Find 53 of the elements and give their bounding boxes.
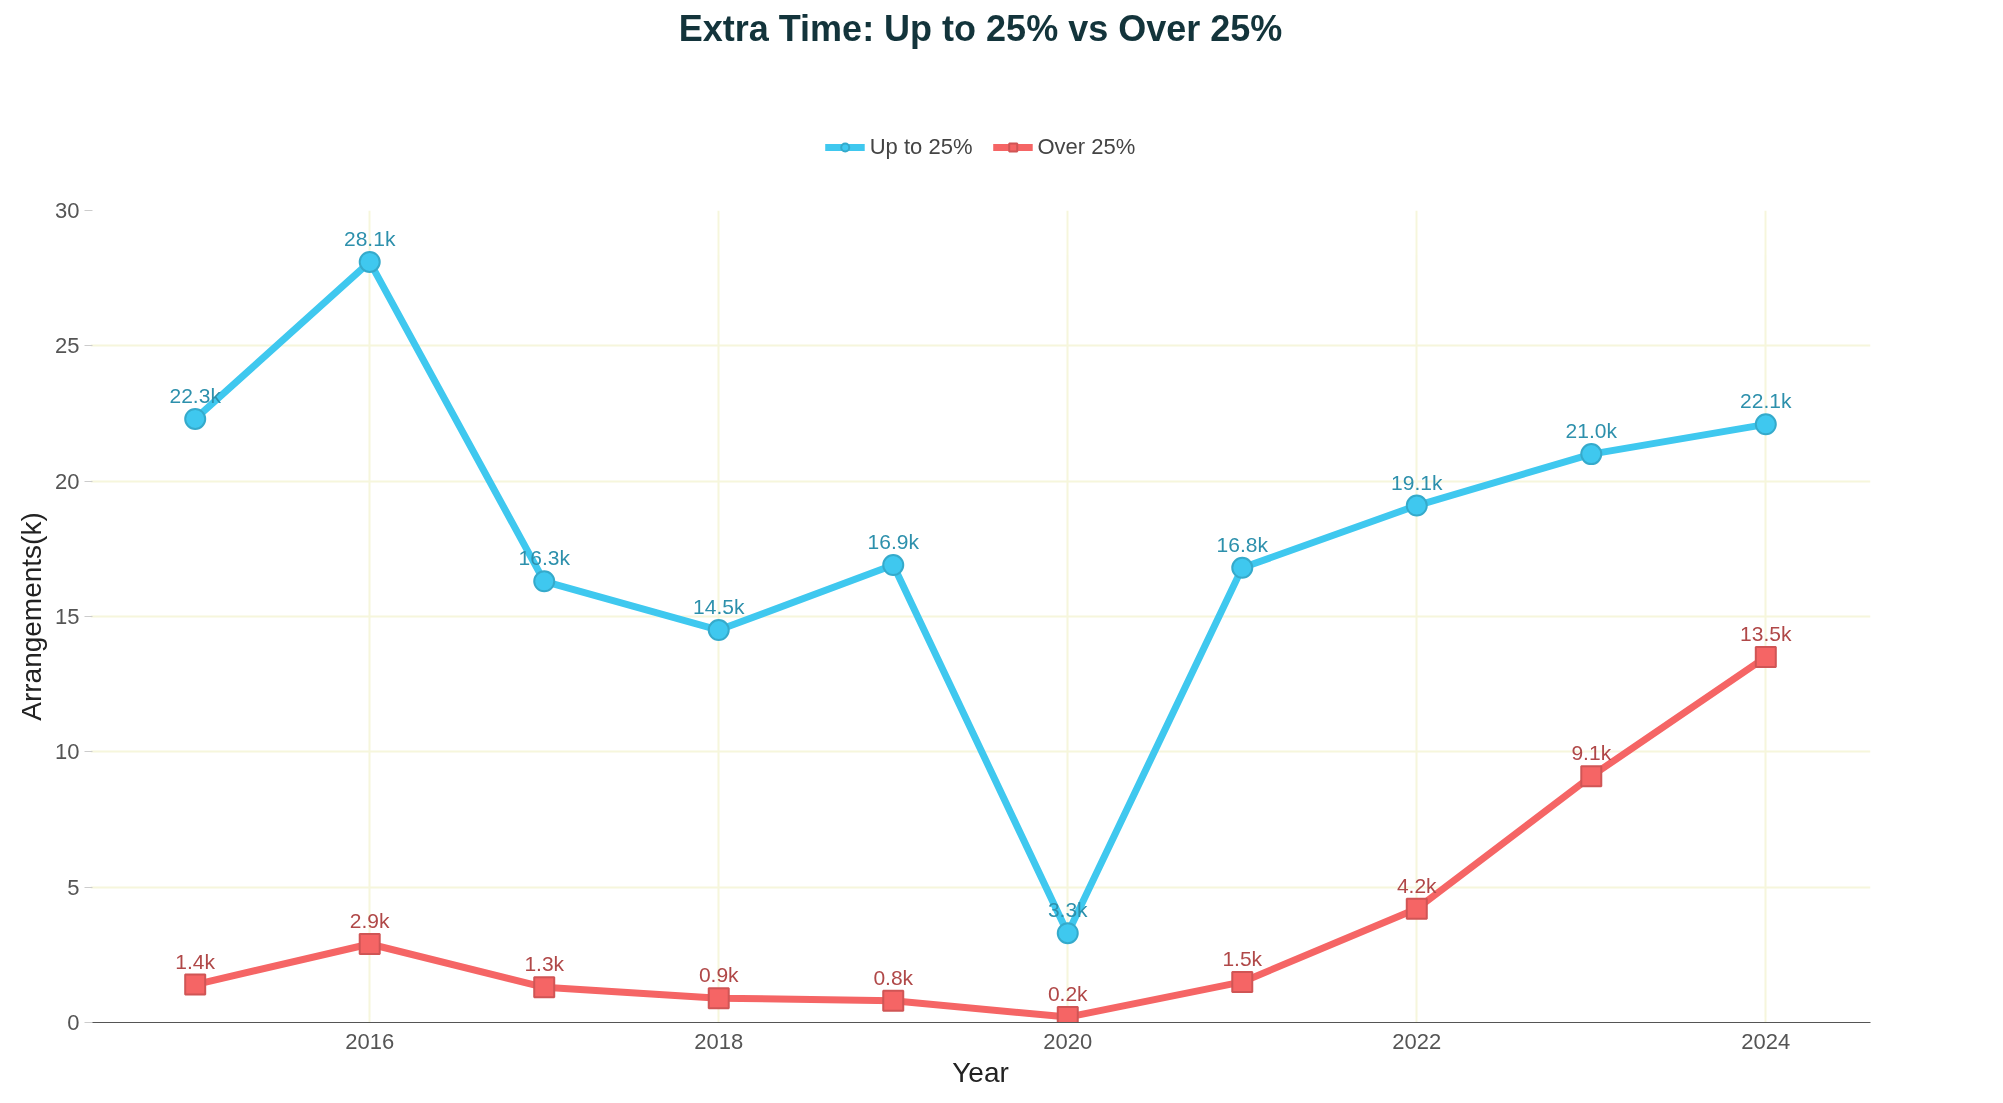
y-tick-label: 30 [55, 198, 80, 223]
point [533, 976, 556, 999]
point [1580, 443, 1603, 466]
data-label: 9.1k [1571, 741, 1612, 765]
y-axis-title: Arrangements(k) [16, 512, 48, 721]
point [1405, 494, 1428, 517]
point [707, 987, 730, 1010]
legend-label: Up to 25% [869, 134, 973, 160]
x-tick-label: 2020 [1043, 1028, 1093, 1054]
data-label: 0.9k [698, 963, 740, 987]
data-label: 21.0k [1565, 419, 1618, 443]
data-label: 0.8k [873, 965, 914, 989]
data-label: 4.2k [1396, 873, 1438, 897]
point [184, 407, 207, 430]
x-axis-title: Year [952, 1056, 1009, 1088]
point [882, 989, 905, 1012]
point [533, 570, 556, 593]
point [1231, 556, 1254, 579]
point [184, 973, 207, 996]
point [1231, 970, 1254, 993]
point [358, 250, 381, 273]
data-label: 0.2k [1047, 982, 1089, 1006]
point [1754, 413, 1777, 436]
x-tick-label: 2022 [1392, 1028, 1442, 1054]
data-label: 13.5k [1740, 622, 1792, 646]
data-label: 1.5k [1222, 946, 1263, 970]
data-label: 1.3k [524, 952, 565, 976]
data-label: 28.1k [344, 226, 396, 250]
y-tick-label: 10 [55, 739, 80, 765]
point [882, 554, 905, 577]
y-tick-label: 15 [55, 604, 80, 629]
data-label: 19.1k [1391, 470, 1443, 494]
data-label: 14.5k [693, 595, 745, 619]
data-label: 22.1k [1740, 389, 1792, 413]
data-label: 16.8k [1216, 532, 1269, 556]
data-label: 2.9k [349, 909, 391, 933]
point [707, 619, 730, 642]
y-tick-label: 5 [67, 874, 80, 900]
x-tick-label: 2016 [345, 1028, 395, 1054]
x-tick-label: 2018 [694, 1028, 744, 1054]
data-label: 1.4k [175, 949, 216, 973]
point [1056, 922, 1079, 945]
point [358, 933, 381, 956]
point [1405, 897, 1428, 920]
x-tick-label: 2024 [1741, 1028, 1791, 1054]
y-tick-label: 0 [67, 1010, 80, 1035]
y-tick-label: 25 [55, 333, 80, 359]
data-label: 16.9k [867, 530, 920, 554]
chart-title: Extra Time: Up to 25% vs Over 25% [678, 7, 1283, 49]
legend-label: Over 25% [1037, 134, 1136, 160]
point [1580, 765, 1603, 788]
point [1754, 646, 1777, 669]
y-tick-label: 20 [55, 468, 80, 494]
